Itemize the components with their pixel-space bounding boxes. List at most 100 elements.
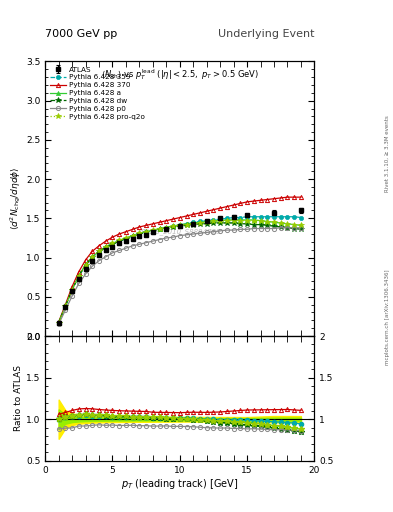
Pythia 6.428 p0 bbox=[130, 243, 135, 249]
Pythia 6.428 359 bbox=[198, 219, 202, 225]
Pythia 6.428 pro-q2o bbox=[238, 218, 243, 224]
Pythia 6.428 p0 bbox=[231, 227, 236, 233]
Pythia 6.428 p0 bbox=[56, 321, 61, 327]
Pythia 6.428 359 bbox=[110, 241, 115, 247]
Pythia 6.428 dw bbox=[198, 221, 202, 227]
Pythia 6.428 p0 bbox=[191, 231, 196, 237]
Pythia 6.428 370 bbox=[218, 205, 222, 211]
Pythia 6.428 370 bbox=[130, 226, 135, 232]
Pythia 6.428 a bbox=[117, 237, 121, 243]
Pythia 6.428 370 bbox=[103, 238, 108, 244]
Pythia 6.428 a bbox=[97, 248, 101, 254]
Pythia 6.428 pro-q2o bbox=[171, 223, 175, 229]
Pythia 6.428 359 bbox=[130, 233, 135, 240]
Pythia 6.428 dw bbox=[97, 248, 101, 254]
Pythia 6.428 a bbox=[90, 254, 95, 260]
Pythia 6.428 p0 bbox=[164, 235, 169, 241]
Pythia 6.428 pro-q2o bbox=[265, 219, 270, 225]
Pythia 6.428 pro-q2o bbox=[272, 219, 276, 225]
Pythia 6.428 dw bbox=[238, 221, 243, 227]
Pythia 6.428 p0 bbox=[117, 247, 121, 253]
Pythia 6.428 p0 bbox=[178, 232, 182, 239]
Pythia 6.428 pro-q2o bbox=[97, 248, 101, 254]
Pythia 6.428 p0 bbox=[144, 240, 149, 246]
Pythia 6.428 370 bbox=[265, 197, 270, 203]
Pythia 6.428 a bbox=[299, 222, 303, 228]
Pythia 6.428 359 bbox=[278, 214, 283, 220]
Pythia 6.428 359 bbox=[245, 214, 250, 220]
Pythia 6.428 pro-q2o bbox=[258, 219, 263, 225]
Pythia 6.428 dw bbox=[191, 222, 196, 228]
Pythia 6.428 a bbox=[258, 218, 263, 224]
Pythia 6.428 370 bbox=[56, 319, 61, 325]
Pythia 6.428 p0 bbox=[198, 230, 202, 237]
Pythia 6.428 370 bbox=[245, 199, 250, 205]
Pythia 6.428 359 bbox=[144, 229, 149, 236]
Pythia 6.428 pro-q2o bbox=[124, 235, 129, 241]
Pythia 6.428 359 bbox=[292, 214, 297, 220]
Pythia 6.428 a bbox=[198, 219, 202, 225]
Pythia 6.428 a bbox=[238, 217, 243, 223]
Pythia 6.428 p0 bbox=[285, 225, 290, 231]
Pythia 6.428 dw bbox=[144, 229, 149, 236]
Pythia 6.428 p0 bbox=[97, 258, 101, 264]
Pythia 6.428 a bbox=[265, 219, 270, 225]
Pythia 6.428 359 bbox=[299, 215, 303, 221]
Pythia 6.428 359 bbox=[117, 238, 121, 244]
Pythia 6.428 pro-q2o bbox=[83, 262, 88, 268]
Pythia 6.428 359 bbox=[218, 216, 222, 222]
Pythia 6.428 370 bbox=[90, 248, 95, 254]
Pythia 6.428 370 bbox=[198, 210, 202, 216]
Pythia 6.428 p0 bbox=[137, 241, 142, 247]
Pythia 6.428 a bbox=[157, 225, 162, 231]
Pythia 6.428 dw bbox=[211, 220, 216, 226]
Pythia 6.428 p0 bbox=[292, 225, 297, 231]
Pythia 6.428 pro-q2o bbox=[285, 221, 290, 227]
Pythia 6.428 p0 bbox=[218, 228, 222, 234]
Pythia 6.428 dw bbox=[110, 241, 115, 247]
Pythia 6.428 a bbox=[83, 262, 88, 268]
Pythia 6.428 dw bbox=[63, 303, 68, 309]
Pythia 6.428 p0 bbox=[204, 229, 209, 236]
Pythia 6.428 p0 bbox=[278, 225, 283, 231]
Pythia 6.428 370 bbox=[292, 194, 297, 200]
Y-axis label: $\langle d^2 N_{\mathrm{chg}}/d\eta d\phi \rangle$: $\langle d^2 N_{\mathrm{chg}}/d\eta d\ph… bbox=[9, 167, 23, 230]
Pythia 6.428 dw bbox=[70, 287, 75, 293]
Pythia 6.428 dw bbox=[245, 221, 250, 227]
Line: Pythia 6.428 359: Pythia 6.428 359 bbox=[57, 215, 303, 325]
Pythia 6.428 pro-q2o bbox=[137, 230, 142, 237]
Pythia 6.428 370 bbox=[231, 202, 236, 208]
Pythia 6.428 370 bbox=[117, 231, 121, 237]
Pythia 6.428 370 bbox=[171, 216, 175, 222]
Pythia 6.428 a bbox=[124, 235, 129, 241]
Pythia 6.428 a bbox=[218, 218, 222, 224]
Pythia 6.428 359 bbox=[157, 226, 162, 232]
Pythia 6.428 pro-q2o bbox=[231, 218, 236, 224]
Pythia 6.428 pro-q2o bbox=[56, 319, 61, 326]
Pythia 6.428 p0 bbox=[238, 226, 243, 232]
Pythia 6.428 pro-q2o bbox=[204, 219, 209, 225]
Pythia 6.428 dw bbox=[292, 225, 297, 231]
Pythia 6.428 370 bbox=[63, 302, 68, 308]
Pythia 6.428 359 bbox=[231, 215, 236, 221]
Pythia 6.428 370 bbox=[191, 211, 196, 218]
Line: Pythia 6.428 dw: Pythia 6.428 dw bbox=[56, 220, 304, 326]
Pythia 6.428 pro-q2o bbox=[90, 254, 95, 260]
Pythia 6.428 p0 bbox=[124, 245, 129, 251]
Pythia 6.428 370 bbox=[110, 234, 115, 240]
Pythia 6.428 370 bbox=[124, 228, 129, 234]
Pythia 6.428 pro-q2o bbox=[198, 220, 202, 226]
Pythia 6.428 p0 bbox=[157, 237, 162, 243]
Pythia 6.428 pro-q2o bbox=[117, 237, 121, 243]
Pythia 6.428 dw bbox=[278, 224, 283, 230]
Pythia 6.428 359 bbox=[178, 222, 182, 228]
Pythia 6.428 dw bbox=[285, 225, 290, 231]
Pythia 6.428 370 bbox=[211, 207, 216, 213]
Pythia 6.428 359 bbox=[103, 244, 108, 250]
Pythia 6.428 pro-q2o bbox=[63, 303, 68, 309]
Pythia 6.428 p0 bbox=[299, 225, 303, 231]
Pythia 6.428 a bbox=[103, 244, 108, 250]
Pythia 6.428 p0 bbox=[70, 293, 75, 299]
Pythia 6.428 dw bbox=[164, 225, 169, 231]
Text: ATLAS_2010_S8894728: ATLAS_2010_S8894728 bbox=[138, 228, 221, 235]
